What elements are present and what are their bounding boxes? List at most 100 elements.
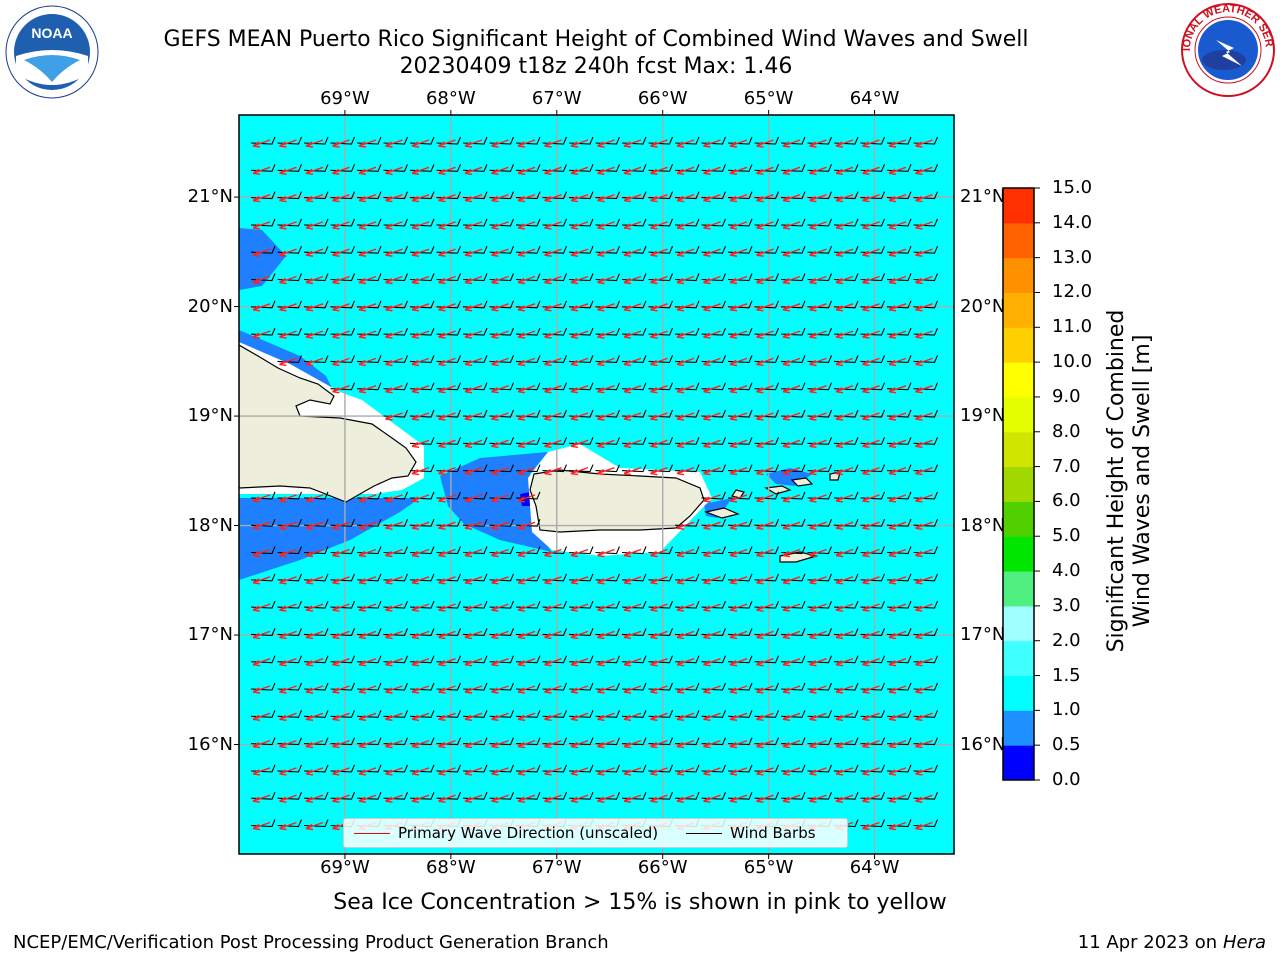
vector-glyph bbox=[383, 628, 409, 640]
vector-glyph bbox=[701, 136, 727, 148]
vector-glyph bbox=[409, 737, 435, 749]
vector-glyph bbox=[515, 218, 541, 230]
vector-glyph bbox=[727, 546, 753, 558]
vector-glyph bbox=[860, 819, 886, 831]
vector-glyph bbox=[436, 737, 462, 749]
vector-glyph bbox=[674, 409, 700, 421]
vector-glyph bbox=[860, 464, 886, 476]
vector-glyph bbox=[542, 164, 568, 175]
vector-glyph bbox=[780, 546, 806, 558]
vector-glyph bbox=[674, 628, 700, 640]
vector-glyph bbox=[515, 273, 541, 285]
vector-glyph bbox=[515, 518, 541, 530]
vector-glyph bbox=[356, 355, 382, 367]
noaa-logo-text: NOAA bbox=[31, 25, 72, 41]
vector-glyph bbox=[330, 191, 356, 203]
vector-glyph bbox=[727, 791, 753, 803]
vector-glyph bbox=[542, 628, 568, 640]
vector-glyph bbox=[277, 737, 303, 749]
vector-glyph bbox=[542, 546, 568, 558]
vector-glyph bbox=[913, 655, 939, 667]
vector-glyph bbox=[595, 573, 621, 585]
vector-glyph bbox=[621, 164, 647, 175]
vector-glyph bbox=[727, 518, 753, 530]
vector-glyph bbox=[621, 245, 647, 257]
latitude-tick-label-right: 20°N bbox=[960, 295, 1006, 317]
vector-glyph bbox=[303, 136, 329, 148]
vector-glyph bbox=[860, 600, 886, 612]
vector-glyph bbox=[648, 136, 674, 148]
vector-glyph bbox=[383, 327, 409, 339]
vector-glyph bbox=[515, 327, 541, 339]
vector-glyph bbox=[595, 136, 621, 148]
vector-glyph bbox=[330, 273, 356, 285]
land-masses bbox=[239, 344, 841, 563]
vector-glyph bbox=[489, 327, 515, 339]
vector-glyph bbox=[568, 710, 594, 721]
vector-glyph bbox=[542, 682, 568, 694]
vector-glyph bbox=[674, 245, 700, 257]
vector-glyph bbox=[648, 710, 674, 721]
vector-glyph bbox=[462, 409, 488, 421]
vector-glyph bbox=[462, 710, 488, 721]
vector-glyph bbox=[568, 764, 594, 776]
vector-glyph bbox=[780, 273, 806, 285]
vector-glyph bbox=[913, 791, 939, 803]
vector-glyph bbox=[754, 300, 780, 312]
vector-glyph bbox=[674, 355, 700, 367]
vector-glyph bbox=[780, 300, 806, 312]
vector-glyph bbox=[701, 655, 727, 667]
vector-glyph bbox=[568, 409, 594, 421]
vector-glyph bbox=[674, 710, 700, 721]
vector-glyph bbox=[330, 764, 356, 776]
vector-glyph bbox=[568, 300, 594, 312]
longitude-tick-label: 67°W bbox=[531, 88, 582, 109]
vector-glyph bbox=[807, 191, 833, 203]
vector-glyph bbox=[330, 710, 356, 721]
latitude-tick-label-right: 16°N bbox=[960, 733, 1006, 755]
vector-glyph bbox=[833, 655, 859, 667]
vector-glyph bbox=[674, 327, 700, 339]
vector-glyph bbox=[515, 191, 541, 203]
vector-glyph bbox=[356, 382, 382, 394]
vector-glyph bbox=[489, 764, 515, 776]
vector-glyph bbox=[780, 655, 806, 667]
longitude-tick-label: 69°W bbox=[320, 857, 370, 878]
vector-glyph bbox=[648, 409, 674, 421]
vector-glyph bbox=[754, 737, 780, 749]
vector-glyph bbox=[303, 355, 329, 367]
vector-glyph bbox=[860, 245, 886, 257]
colorbar-tick-label: 7.0 bbox=[1052, 455, 1081, 477]
vector-glyph bbox=[780, 327, 806, 339]
vector-glyph bbox=[886, 491, 912, 503]
vector-glyph bbox=[595, 628, 621, 640]
legend-wave-swatch bbox=[354, 832, 390, 834]
colorbar-tick-label: 5.0 bbox=[1052, 525, 1081, 547]
vector-glyph bbox=[383, 273, 409, 285]
vector-glyph bbox=[807, 628, 833, 640]
colorbar-title-line: Significant Height of Combined bbox=[1104, 309, 1129, 653]
vector-glyph bbox=[250, 682, 276, 694]
vector-glyph bbox=[356, 791, 382, 803]
vector-glyph bbox=[383, 737, 409, 749]
vector-glyph bbox=[515, 300, 541, 312]
vector-glyph bbox=[409, 409, 435, 421]
vector-glyph bbox=[754, 710, 780, 721]
vector-glyph bbox=[621, 273, 647, 285]
vector-glyph bbox=[568, 164, 594, 175]
vector-glyph bbox=[595, 437, 621, 448]
vector-glyph bbox=[303, 682, 329, 694]
vector-glyph bbox=[860, 791, 886, 803]
vector-glyph bbox=[303, 791, 329, 803]
vector-glyph bbox=[621, 300, 647, 312]
vector-glyph bbox=[462, 191, 488, 203]
vector-glyph bbox=[595, 682, 621, 694]
vector-glyph bbox=[648, 300, 674, 312]
vector-glyph bbox=[277, 218, 303, 230]
map-frame bbox=[238, 114, 955, 855]
vector-glyph bbox=[727, 409, 753, 421]
latitude-tick-label: 21°N bbox=[187, 186, 233, 208]
vector-glyph bbox=[489, 655, 515, 667]
vector-glyph bbox=[277, 300, 303, 312]
vector-glyph bbox=[807, 764, 833, 776]
